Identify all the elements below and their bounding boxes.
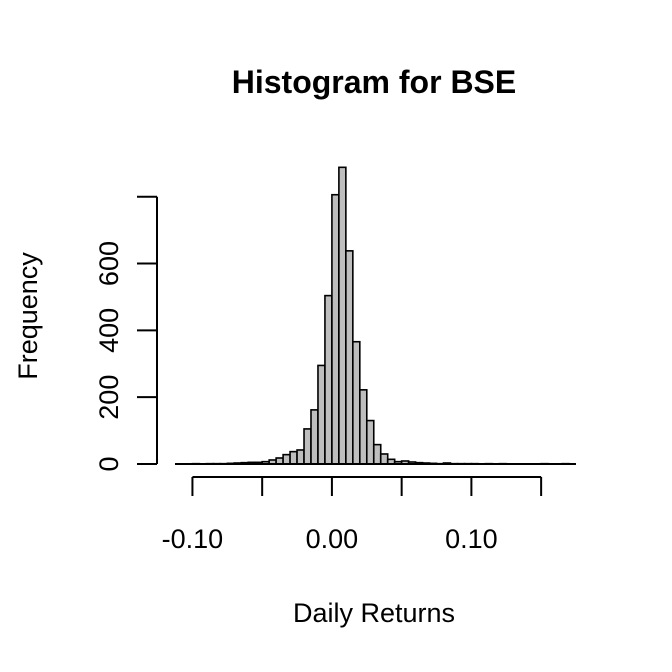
histogram-bar: [345, 250, 354, 465]
histogram-bar: [338, 166, 347, 465]
y-axis: 0 200 400 600: [94, 195, 158, 472]
histogram-bar: [282, 453, 291, 465]
y-axis-label: Frequency: [13, 252, 43, 380]
chart-title: Histogram for BSE: [232, 64, 516, 100]
histogram-bar: [310, 409, 319, 465]
histogram-bar: [331, 193, 340, 465]
histogram-bar: [324, 294, 333, 465]
histogram-bar: [365, 419, 375, 465]
y-tick-label: 200: [94, 375, 124, 420]
x-tick-label: -0.10: [162, 524, 224, 554]
y-tick-label: 0: [94, 456, 124, 471]
histogram-bar: [296, 449, 305, 465]
x-tick-label: 0.10: [445, 524, 498, 554]
y-tick-label: 400: [94, 308, 124, 353]
histogram-bar: [303, 428, 312, 465]
histogram-bar: [317, 364, 326, 465]
x-axis: -0.10 0.00 0.10: [162, 476, 543, 554]
histogram-bar: [372, 443, 382, 465]
histogram-bar: [352, 340, 361, 465]
x-tick-label: 0.00: [306, 524, 359, 554]
histogram-bars: [175, 166, 576, 465]
y-tick-label: 600: [94, 241, 124, 286]
histogram-bar: [379, 453, 389, 465]
x-axis-label: Daily Returns: [293, 598, 455, 628]
histogram-bar: [289, 450, 298, 465]
histogram-bar: [359, 389, 368, 465]
